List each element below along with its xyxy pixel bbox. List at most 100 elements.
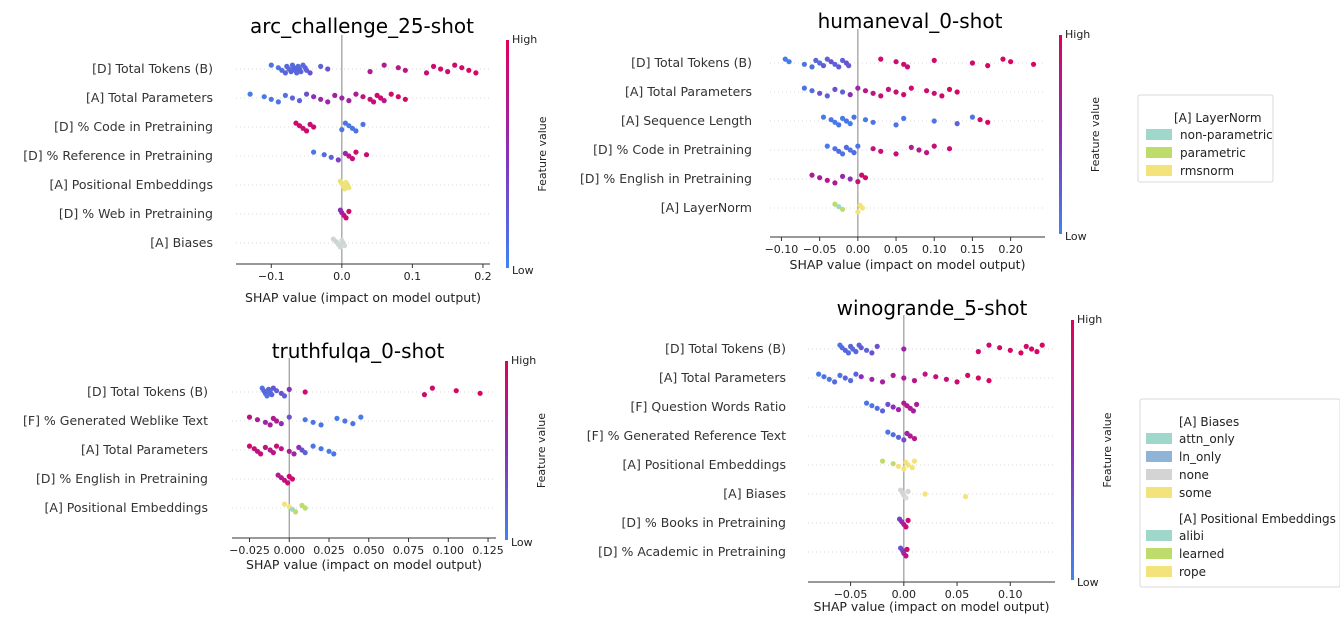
chart-title: arc_challenge_25-shot (250, 14, 474, 38)
x-tick-label: 0.0 (333, 270, 351, 283)
shap-point (901, 437, 907, 443)
shap-point (847, 121, 853, 127)
feature-label: [D] % Books in Pretraining (622, 515, 786, 530)
legend-swatch (1146, 433, 1172, 444)
shap-point (847, 92, 853, 98)
shap-point (837, 372, 843, 378)
colorbar-low-label: Low (1077, 576, 1099, 589)
x-tick-label: −0.05 (834, 588, 868, 601)
x-tick-label: −0.025 (229, 544, 270, 557)
shap-point (870, 90, 876, 96)
shap-point (908, 85, 914, 91)
shap-point (869, 350, 875, 356)
shap-point (817, 90, 823, 96)
shap-point (946, 86, 953, 92)
x-tick-label: 0.000 (274, 544, 306, 557)
shap-point (296, 98, 303, 104)
shap-point (985, 119, 991, 125)
shap-point (328, 154, 334, 160)
shap-point (832, 379, 838, 385)
shap-point (360, 121, 366, 127)
feature-label: [F] % Generated Weblike Text (23, 413, 208, 428)
shap-point (786, 59, 792, 65)
shap-point (281, 501, 288, 507)
shap-point (846, 63, 852, 69)
shap-point (278, 421, 284, 427)
colorbar (1059, 35, 1062, 234)
shap-point (879, 408, 886, 414)
shap-point (858, 374, 864, 380)
shap-point (903, 553, 909, 559)
shap-point (302, 417, 308, 423)
shap-point (339, 127, 345, 133)
shap-point (859, 205, 866, 211)
shap-point (890, 432, 896, 438)
shap-point (836, 148, 842, 154)
shap-point (363, 152, 370, 158)
legend-label: rmsnorm (1180, 164, 1234, 178)
legend-swatch (1146, 147, 1172, 158)
shap-point (853, 371, 859, 377)
shap-point (325, 66, 331, 72)
shap-point (863, 347, 870, 353)
shap-point (885, 86, 892, 92)
shap-point (1030, 61, 1037, 67)
shap-point (246, 414, 253, 420)
shap-point (878, 93, 884, 99)
feature-row (863, 400, 920, 414)
x-axis-label: SHAP value (impact on model output) (814, 599, 1050, 614)
feature-row (809, 172, 869, 186)
legend-swatch (1146, 548, 1172, 559)
shap-point (839, 206, 846, 212)
shap-point (282, 70, 288, 76)
colorbar-title: Feature value (1089, 97, 1102, 172)
shap-point (281, 393, 288, 399)
shap-point (862, 88, 869, 94)
shap-point (916, 147, 922, 153)
shap-point (438, 66, 444, 72)
feature-row (337, 207, 352, 221)
shap-point (878, 148, 884, 154)
shap-point (863, 400, 870, 406)
shap-point (311, 94, 317, 100)
feature-label: [A] Positional Embeddings (45, 500, 208, 515)
chart-title: truthfulqa_0-shot (272, 339, 445, 363)
shap-point (824, 143, 830, 149)
shap-point (1018, 350, 1024, 356)
shap-point (353, 128, 359, 134)
shap-point (286, 414, 292, 420)
legend-label: ln_only (1179, 450, 1221, 464)
feature-label: [A] Positional Embeddings (50, 177, 213, 192)
shap-point (291, 451, 297, 457)
x-tick-label: −0.10 (765, 243, 799, 256)
shap-point (885, 401, 891, 407)
legend-title: [A] LayerNorm (1174, 111, 1262, 125)
shap-point (870, 119, 876, 125)
x-tick-label: 0.20 (998, 243, 1023, 256)
feature-label: [A] Sequence Length (621, 113, 752, 128)
shap-point (909, 465, 915, 471)
shap-point (975, 349, 981, 355)
shap-point (885, 429, 891, 435)
shap-point (911, 436, 918, 442)
shap-point (922, 371, 928, 377)
shap-point (370, 99, 377, 105)
shap-point (331, 451, 337, 457)
shap-point (809, 64, 815, 70)
shap-point (847, 147, 853, 153)
shap-point (855, 179, 861, 185)
shap-point (346, 98, 352, 104)
shap-point (1008, 59, 1014, 65)
chart-1: humaneval_0-shot [D] Total Tokens (B) [A] … (580, 9, 1274, 272)
feature-label: [A] Biases (150, 235, 213, 250)
shap-point (832, 146, 838, 152)
feature-row (898, 487, 969, 501)
shap-point (903, 495, 909, 501)
shap-point (353, 91, 359, 97)
legend-frame (1139, 398, 1340, 588)
shap-point (350, 421, 356, 427)
shap-point (855, 85, 861, 91)
shap-point (326, 448, 332, 454)
shap-point (343, 215, 349, 221)
